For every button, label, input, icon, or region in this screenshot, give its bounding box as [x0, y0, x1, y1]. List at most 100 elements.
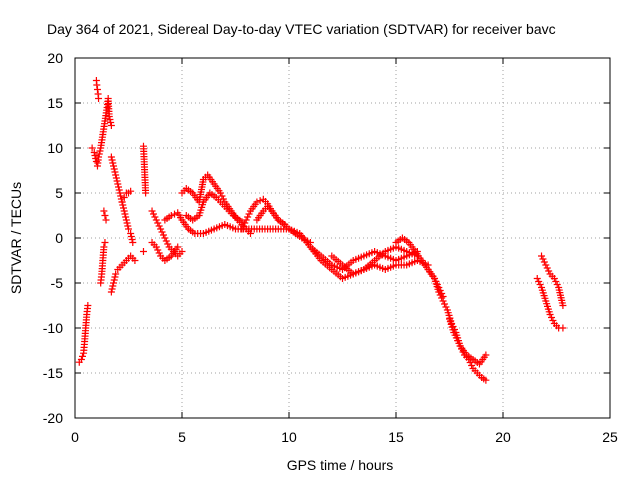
data-point — [100, 243, 108, 251]
series-arc-g — [107, 252, 139, 296]
data-point-interp — [111, 273, 119, 281]
y-tick-label: 20 — [47, 50, 63, 66]
data-point — [242, 216, 250, 224]
data-point — [167, 212, 175, 219]
data-point-interp — [256, 197, 264, 205]
data-point — [142, 189, 150, 197]
data-point-interp — [539, 255, 547, 263]
data-point — [546, 311, 554, 318]
series-arc-w — [446, 315, 490, 368]
data-point-interp — [110, 276, 118, 284]
series-arc-h — [118, 187, 135, 206]
data-point-interp — [96, 147, 104, 155]
data-point-interp — [128, 236, 136, 243]
data-point-interp — [95, 150, 103, 158]
data-point-interp — [171, 210, 179, 218]
data-point-interp — [107, 119, 115, 126]
data-point — [84, 302, 92, 309]
data-point-interp — [239, 222, 247, 230]
data-point — [131, 257, 139, 264]
axis-ticks: 0 5 10 15 20 25 -20 -15 -10 -5 0 5 10 15 20 — [43, 50, 618, 445]
data-point-interp — [536, 281, 544, 288]
data-point-interp — [106, 116, 114, 123]
data-point — [105, 113, 113, 120]
data-point — [93, 86, 101, 93]
x-tick-label: 5 — [178, 429, 186, 445]
data-point — [120, 194, 128, 201]
data-point — [238, 225, 246, 233]
data-point — [110, 279, 118, 287]
series-arc-j — [139, 248, 147, 255]
grid-lines — [75, 58, 610, 418]
data-point-interp — [109, 159, 117, 167]
series-arc-a — [75, 302, 92, 366]
data-point — [95, 153, 103, 161]
data-point — [93, 81, 101, 89]
data-point-interp — [545, 267, 553, 275]
data-point-interp — [154, 246, 162, 254]
data-point-interp — [111, 168, 119, 176]
data-point — [101, 239, 109, 246]
data-point — [157, 225, 165, 233]
data-point — [77, 356, 85, 363]
series-arc-q — [253, 203, 314, 246]
series-arc-i — [139, 142, 150, 197]
data-point — [538, 252, 546, 260]
data-point — [122, 216, 130, 224]
y-tick-label: -20 — [43, 410, 63, 426]
data-point — [112, 171, 120, 179]
data-point — [559, 324, 567, 332]
data-point-interp — [442, 303, 450, 311]
data-point — [161, 234, 169, 242]
y-tick-label: 10 — [47, 140, 63, 156]
x-tick-label: 20 — [495, 429, 511, 445]
data-point-interp — [110, 165, 118, 173]
series-arc-o — [182, 189, 246, 226]
data-point — [533, 275, 541, 282]
data-point-interp — [159, 231, 167, 239]
data-point — [107, 153, 115, 161]
series-arc-d — [97, 239, 109, 287]
data-point-interp — [158, 228, 166, 236]
data-point — [148, 207, 156, 215]
x-tick-label: 15 — [388, 429, 404, 445]
data-point-interp — [468, 362, 476, 369]
data-point-interp — [548, 314, 556, 321]
data-point — [95, 95, 103, 102]
series-arc-t — [328, 252, 432, 278]
data-point — [125, 225, 132, 233]
series-arc-e — [100, 207, 110, 224]
data-point — [116, 189, 124, 197]
data-point-interp — [117, 192, 125, 200]
data-point — [110, 162, 118, 170]
data-point-interp — [155, 249, 163, 257]
data-point-interp — [121, 210, 129, 218]
data-point — [100, 207, 108, 215]
x-axis-label: GPS time / hours — [287, 457, 394, 473]
data-point-interp — [115, 186, 123, 194]
data-point-interp — [162, 237, 170, 245]
y-tick-label: 15 — [47, 95, 63, 111]
data-point — [246, 230, 254, 237]
series-arc-x — [533, 275, 567, 332]
data-point — [120, 207, 128, 215]
data-point — [217, 189, 225, 197]
data-point-interp — [122, 213, 130, 221]
data-point — [127, 230, 135, 237]
data-point — [90, 149, 98, 156]
y-tick-label: 0 — [55, 230, 63, 246]
data-point — [101, 212, 109, 219]
data-point — [559, 302, 567, 309]
y-tick-label: -10 — [43, 320, 63, 336]
data-point-interp — [115, 183, 123, 191]
data-point — [107, 122, 115, 129]
data-point — [550, 275, 558, 282]
data-point-interp — [245, 210, 253, 218]
data-point-interp — [119, 201, 127, 209]
data-point-interp — [164, 240, 172, 248]
data-point-interp — [218, 192, 226, 200]
data-point-interp — [120, 204, 128, 212]
data-point-interp — [543, 264, 551, 272]
data-point-interp — [113, 177, 121, 185]
